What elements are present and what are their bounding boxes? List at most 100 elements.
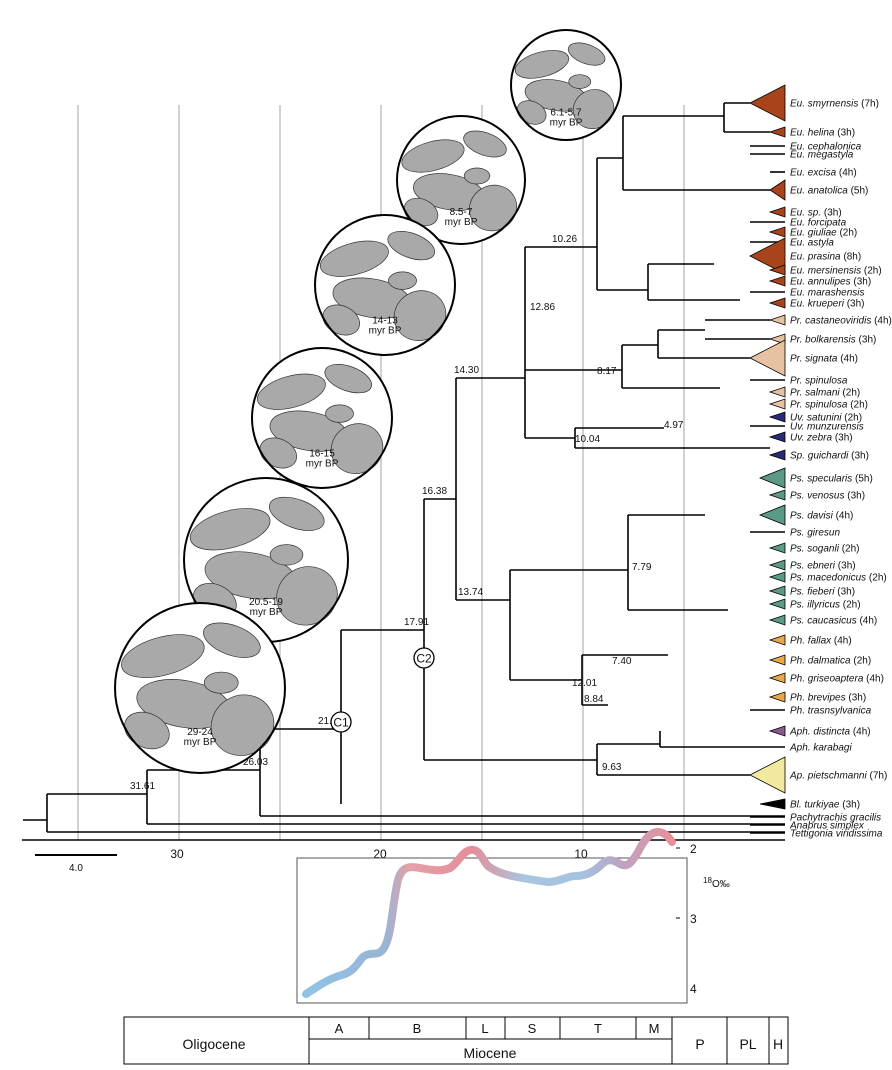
- tip-label: Ps. soganli (2h): [790, 544, 859, 555]
- epoch-holocene: H: [773, 1036, 783, 1052]
- node-age-label: 10.04: [575, 434, 600, 445]
- tip-label: Eu. cephalonica: [790, 142, 862, 153]
- tip-label: Eu. marashensis: [790, 288, 864, 299]
- node-age-label: 4.97: [664, 420, 684, 431]
- tip-label: Pr. spinulosa: [790, 376, 848, 387]
- node-age-label: 12.86: [530, 302, 555, 313]
- tip-label: Ps. fieberi (3h): [790, 587, 855, 598]
- clade-triangle: [768, 411, 786, 423]
- tip-label: Eu. annulipes (3h): [790, 277, 871, 288]
- tip-label: Eu. giuliae (2h): [790, 228, 857, 239]
- clade-triangles: [749, 84, 786, 810]
- clade-triangle: [768, 297, 786, 309]
- map-age-unit: myr BP: [369, 326, 402, 337]
- tip-label: Pachytrachis gracilis: [790, 813, 881, 824]
- tip-label: Ph. trasnsylvanica: [790, 706, 872, 717]
- calibration-c1: C1: [330, 711, 352, 733]
- tip-label: Aph. distincta (4h): [789, 727, 871, 738]
- epoch-pliocene: P: [695, 1036, 704, 1052]
- stage-aquitanian: A: [335, 1021, 344, 1036]
- tip-label: Uv. zebra (3h): [790, 433, 853, 444]
- clade-triangle: [768, 206, 786, 218]
- map-age-label: 8.5-7: [450, 207, 473, 218]
- tip-labels: Eu. smyrnensis (7h) Eu. helina (3h) Eu. ce…: [789, 99, 892, 840]
- isotope-panel: 2 3 4 18 O‰: [296, 827, 730, 1004]
- scale-bar-label: 4.0: [69, 863, 83, 874]
- clade-triangle: [768, 672, 786, 684]
- tip-label: Ps. specularis (5h): [790, 474, 873, 485]
- clade-triangle: [758, 504, 786, 526]
- clade-triangle: [749, 237, 786, 275]
- map-age-unit: myr BP: [184, 737, 217, 748]
- tip-label: Eu. megastyla: [790, 150, 854, 161]
- tip-label: Bl. turkiyae (3h): [790, 800, 860, 811]
- calibration-c1-label: C1: [333, 716, 349, 730]
- node-age-label: 9.63: [602, 762, 622, 773]
- node-age-label: 7.40: [612, 656, 632, 667]
- stage-langhian: L: [481, 1021, 488, 1036]
- clade-triangle: [749, 339, 786, 377]
- calibration-c2: C2: [413, 647, 435, 669]
- clade-triangle: [768, 614, 786, 626]
- map-age-unit: myr BP: [445, 217, 478, 228]
- tip-label: Ps. davisi (4h): [790, 511, 853, 522]
- tip-label: Ps. venosus (3h): [790, 491, 865, 502]
- clade-triangle: [768, 489, 786, 501]
- clade-triangle: [768, 542, 786, 554]
- isotope-ylabel-superscript: 18: [703, 876, 712, 885]
- node-age-label: 12.01: [572, 678, 597, 689]
- tip-label: Eu. helina (3h): [790, 128, 855, 139]
- node-age-label: 26.03: [243, 757, 268, 768]
- map-age-label: 29-24: [187, 727, 213, 738]
- clade-triangle: [768, 226, 786, 238]
- tip-label: Eu. astyla: [790, 238, 834, 249]
- node-age-label: 17.91: [404, 617, 429, 628]
- map-age-unit: myr BP: [550, 117, 583, 128]
- clade-triangle: [768, 634, 786, 646]
- tip-label: Eu. sp. (3h): [790, 208, 842, 219]
- clade-triangle: [749, 84, 786, 122]
- clade-triangle: [768, 571, 786, 583]
- tip-label: Ph. dalmatica (2h): [790, 656, 871, 667]
- scale-bar: 4.0: [35, 854, 117, 874]
- epoch-pleistocene: PL: [739, 1036, 756, 1052]
- stage-tortonian: T: [594, 1021, 602, 1036]
- epoch-oligocene: Oligocene: [182, 1036, 245, 1052]
- tip-label: Ps. illyricus (2h): [790, 600, 861, 611]
- tip-label: Eu. krueperi (3h): [790, 299, 864, 310]
- tip-label: Ap. pietschmanni (7h): [789, 771, 887, 782]
- map-age-unit: myr BP: [250, 607, 283, 618]
- geologic-timescale: [123, 1016, 789, 1065]
- tip-label: Pr. bolkarensis (3h): [790, 335, 876, 346]
- tip-label: Eu. excisa (4h): [790, 168, 857, 179]
- epoch-miocene: Miocene: [464, 1045, 517, 1061]
- node-age-labels: 31.6126.0321.9717.9116.3814.3012.8610.26…: [130, 234, 684, 792]
- isotope-tick-3: 3: [690, 912, 697, 926]
- tip-label: Pr. castaneoviridis (4h): [790, 316, 892, 327]
- clade-triangle: [758, 467, 786, 489]
- tip-label: Pr. spinulosa (2h): [790, 400, 868, 411]
- tip-label: Eu. smyrnensis (7h): [790, 99, 879, 110]
- clade-triangle: [768, 398, 786, 410]
- clade-triangle: [768, 585, 786, 597]
- node-age-label: 14.30: [454, 365, 479, 376]
- node-age-label: 7.79: [632, 562, 652, 573]
- tip-label: Sp. guichardi (3h): [790, 451, 869, 462]
- node-age-label: 31.61: [130, 781, 155, 792]
- map-age-label: 14-13: [372, 316, 398, 327]
- clade-triangle: [768, 654, 786, 666]
- clade-triangle: [768, 314, 786, 326]
- clade-triangle: [768, 449, 786, 461]
- clade-triangle: [768, 386, 786, 398]
- tip-label: Ph. griseoaptera (4h): [790, 674, 884, 685]
- stage-serravallian: S: [528, 1021, 537, 1036]
- calibration-c2-label: C2: [416, 652, 432, 666]
- axis-tick-30: 30: [170, 847, 184, 861]
- tip-label: Ps. giresun: [790, 528, 840, 539]
- tip-label: Ph. brevipes (3h): [790, 693, 866, 704]
- isotope-tick-4: 4: [690, 982, 697, 996]
- clade-triangle: [768, 431, 786, 443]
- tip-label: Ps. ebneri (3h): [790, 561, 856, 572]
